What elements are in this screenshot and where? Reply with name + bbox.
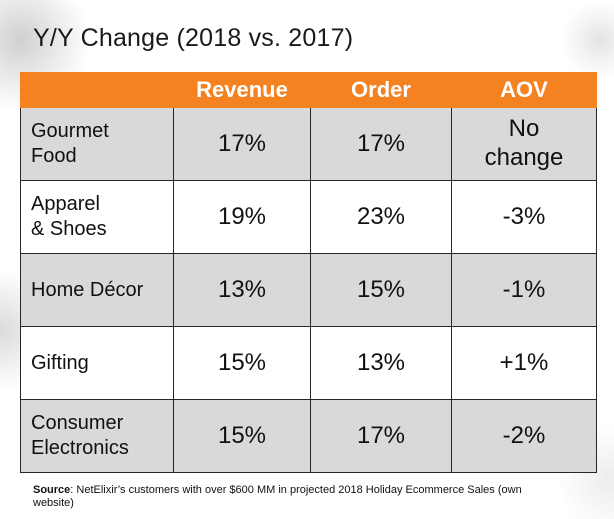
- table-row: Gourmet Food 17% 17% No change: [20, 107, 597, 181]
- aov-cell-line: -2%: [502, 421, 546, 449]
- aov-cell: No change: [451, 107, 597, 181]
- source-label: Source: [33, 484, 71, 496]
- row-label-cell-line: & Shoes: [31, 218, 107, 240]
- row-label-cell-line: Apparel: [31, 193, 100, 215]
- revenue-cell: 15%: [173, 326, 311, 400]
- header-order: Order: [310, 72, 452, 108]
- row-label-cell: Gifting: [20, 326, 174, 400]
- row-label-cell-line: Consumer: [31, 412, 124, 434]
- source-text: : NetElixir’s customers with over $600 M…: [33, 484, 522, 509]
- aov-cell-line: change: [484, 144, 564, 171]
- row-label-cell-line: Gifting: [31, 351, 89, 374]
- table-row: Home Décor 13% 15% -1%: [20, 253, 597, 327]
- header-row: Revenue Order AOV: [20, 72, 597, 108]
- revenue-cell: 13%: [173, 253, 311, 327]
- row-label-cell-line: Food: [31, 145, 77, 167]
- row-label-cell-line: Electronics: [31, 437, 129, 459]
- yoy-change-table: Revenue Order AOV Gourmet Food 17% 17% No cha…: [20, 72, 597, 473]
- chart-title: Y/Y Change (2018 vs. 2017): [33, 24, 354, 52]
- header-blank: [20, 72, 174, 108]
- order-cell: 13%: [310, 326, 452, 400]
- order-cell: 15%: [310, 253, 452, 327]
- table-row: Consumer Electronics 15% 17% -2%: [20, 399, 597, 473]
- table-body: Gourmet Food 17% 17% No change Apparel & Shoes 1…: [20, 107, 597, 473]
- row-label-cell: Home Décor: [20, 253, 174, 327]
- row-label-cell: Apparel & Shoes: [20, 180, 174, 254]
- row-label-cell: Gourmet Food: [20, 107, 174, 181]
- aov-cell-line: +1%: [499, 348, 549, 376]
- row-label-cell: Consumer Electronics: [20, 399, 174, 473]
- table-row: Apparel & Shoes 19% 23% -3%: [20, 180, 597, 254]
- order-cell: 17%: [310, 399, 452, 473]
- order-cell: 23%: [310, 180, 452, 254]
- row-label-cell-line: Gourmet: [31, 120, 109, 142]
- revenue-cell: 17%: [173, 107, 311, 181]
- aov-cell: -3%: [451, 180, 597, 254]
- source-note: Source: NetElixir’s customers with over …: [33, 484, 533, 510]
- table-row: Gifting 15% 13% +1%: [20, 326, 597, 400]
- aov-cell-line: -1%: [502, 275, 546, 303]
- order-cell: 17%: [310, 107, 452, 181]
- aov-cell: -1%: [451, 253, 597, 327]
- aov-cell-line: No: [508, 115, 540, 143]
- row-label-cell-line: Home Décor: [31, 278, 144, 301]
- aov-cell: +1%: [451, 326, 597, 400]
- revenue-cell: 15%: [173, 399, 311, 473]
- header-aov: AOV: [451, 72, 597, 108]
- header-revenue: Revenue: [173, 72, 311, 108]
- aov-cell-line: -3%: [502, 202, 546, 230]
- revenue-cell: 19%: [173, 180, 311, 254]
- aov-cell: -2%: [451, 399, 597, 473]
